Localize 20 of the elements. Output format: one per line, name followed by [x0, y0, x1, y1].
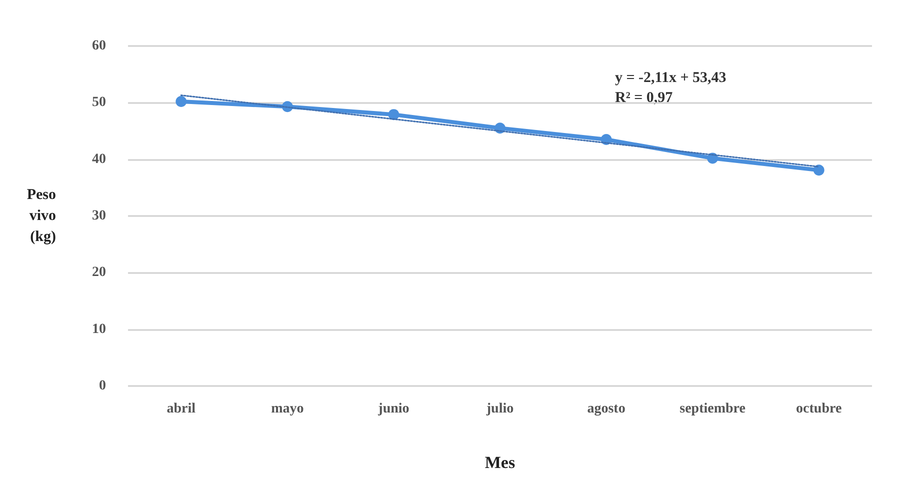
annotation: R² = 0,97	[615, 90, 674, 106]
annotation: y = -2,11x + 53,43	[615, 70, 726, 86]
y-tick-label: 50	[92, 95, 106, 110]
y-tick-label: 20	[92, 265, 106, 280]
x-tick-label: agosto	[587, 402, 626, 416]
point	[813, 164, 824, 176]
x-axis-title: Mes	[484, 453, 516, 472]
y-tick-label: 30	[92, 208, 106, 224]
point	[176, 96, 187, 108]
x-tick-label: octubre	[796, 402, 842, 416]
x-tick-label: septiembre	[680, 402, 746, 416]
y-tick-label: 40	[92, 152, 106, 167]
y-tick-label: 10	[92, 322, 106, 337]
x-tick-label: julio	[485, 402, 514, 416]
x-tick-label: mayo	[271, 402, 304, 416]
y-axis-title: Peso vivo (kg)	[26, 187, 56, 245]
y-tick-label: 0	[99, 378, 106, 394]
x-tick-label: abril	[166, 402, 196, 416]
y-tick-label: 60	[92, 38, 106, 54]
x-tick-label: junio	[377, 402, 410, 416]
